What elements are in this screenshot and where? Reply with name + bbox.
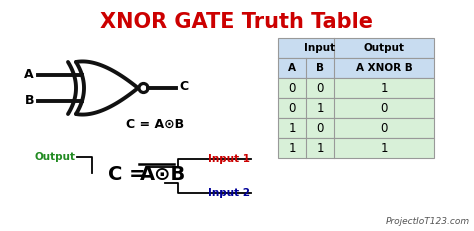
Text: 0: 0 xyxy=(288,82,296,94)
Text: A⊙B: A⊙B xyxy=(140,165,186,185)
Bar xyxy=(278,118,434,138)
Text: C = A⊙B: C = A⊙B xyxy=(126,118,184,131)
Text: Input 1: Input 1 xyxy=(208,154,250,164)
Text: 0: 0 xyxy=(288,101,296,115)
Bar xyxy=(278,98,434,118)
Text: 0: 0 xyxy=(380,101,388,115)
Bar xyxy=(278,78,434,98)
Text: Output: Output xyxy=(364,43,404,53)
Text: A: A xyxy=(24,69,34,82)
Text: XNOR GATE Truth Table: XNOR GATE Truth Table xyxy=(100,12,374,32)
Text: C: C xyxy=(179,80,188,94)
Text: 1: 1 xyxy=(380,142,388,155)
Text: 0: 0 xyxy=(316,122,324,134)
Bar xyxy=(278,38,434,58)
Text: C =: C = xyxy=(108,165,152,185)
Text: Input: Input xyxy=(304,43,336,53)
Text: Output: Output xyxy=(35,152,76,162)
Text: 0: 0 xyxy=(316,82,324,94)
Text: 1: 1 xyxy=(288,142,296,155)
Bar xyxy=(278,58,434,78)
Text: Input 2: Input 2 xyxy=(208,188,250,198)
Text: ProjectIoT123.com: ProjectIoT123.com xyxy=(386,217,470,226)
Text: B: B xyxy=(316,63,324,73)
Text: 1: 1 xyxy=(316,142,324,155)
Text: 0: 0 xyxy=(380,122,388,134)
Bar xyxy=(278,138,434,158)
Text: 1: 1 xyxy=(380,82,388,94)
Text: B: B xyxy=(25,94,34,107)
Text: 1: 1 xyxy=(288,122,296,134)
Text: 1: 1 xyxy=(316,101,324,115)
Text: A: A xyxy=(288,63,296,73)
Text: A XNOR B: A XNOR B xyxy=(356,63,412,73)
